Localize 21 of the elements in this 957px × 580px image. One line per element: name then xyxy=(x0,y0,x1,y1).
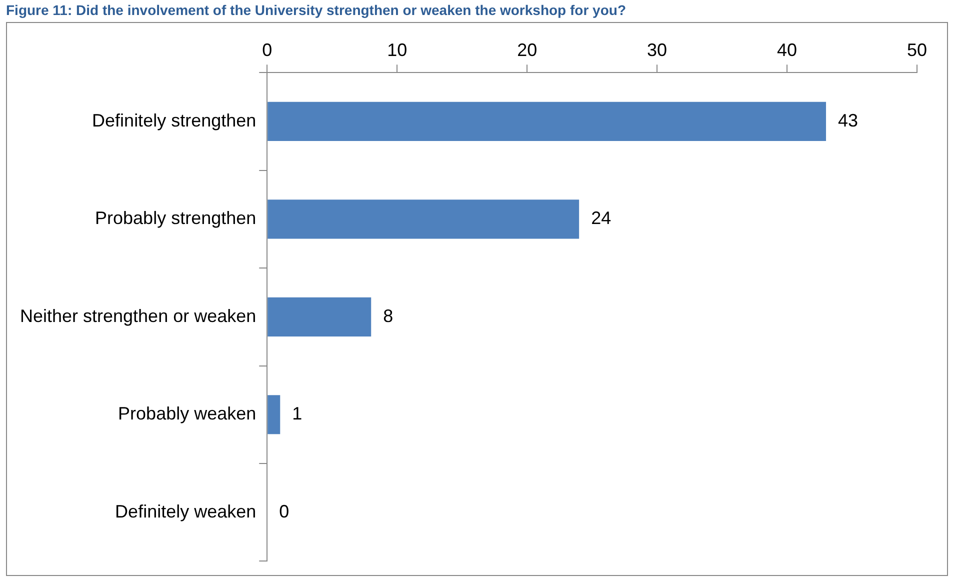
data-label: 0 xyxy=(279,501,290,522)
x-tick-label: 50 xyxy=(906,40,928,60)
chart-title: Figure 11: Did the involvement of the University strengthen or weaken the workshop for you? xyxy=(6,2,627,20)
y-tick-label: Neither strengthen or weaken xyxy=(20,306,256,326)
x-tick-label: 0 xyxy=(262,40,272,60)
x-tick-label: 10 xyxy=(387,40,408,60)
y-tick-label: Definitely strengthen xyxy=(92,110,256,130)
bar xyxy=(268,200,580,239)
bar xyxy=(268,395,280,434)
y-tick-label: Definitely weaken xyxy=(115,501,256,522)
data-label: 1 xyxy=(292,404,302,424)
y-tick-label: Probably weaken xyxy=(118,404,256,424)
x-tick-label: 30 xyxy=(647,40,668,60)
x-tick-label: 20 xyxy=(517,40,538,60)
data-label: 43 xyxy=(838,110,858,130)
bar xyxy=(268,102,826,142)
bar xyxy=(268,297,372,336)
data-label: 8 xyxy=(383,306,394,326)
y-tick-label: Probably strengthen xyxy=(95,208,256,228)
data-label: 24 xyxy=(591,208,612,228)
x-tick-label: 40 xyxy=(777,40,798,60)
